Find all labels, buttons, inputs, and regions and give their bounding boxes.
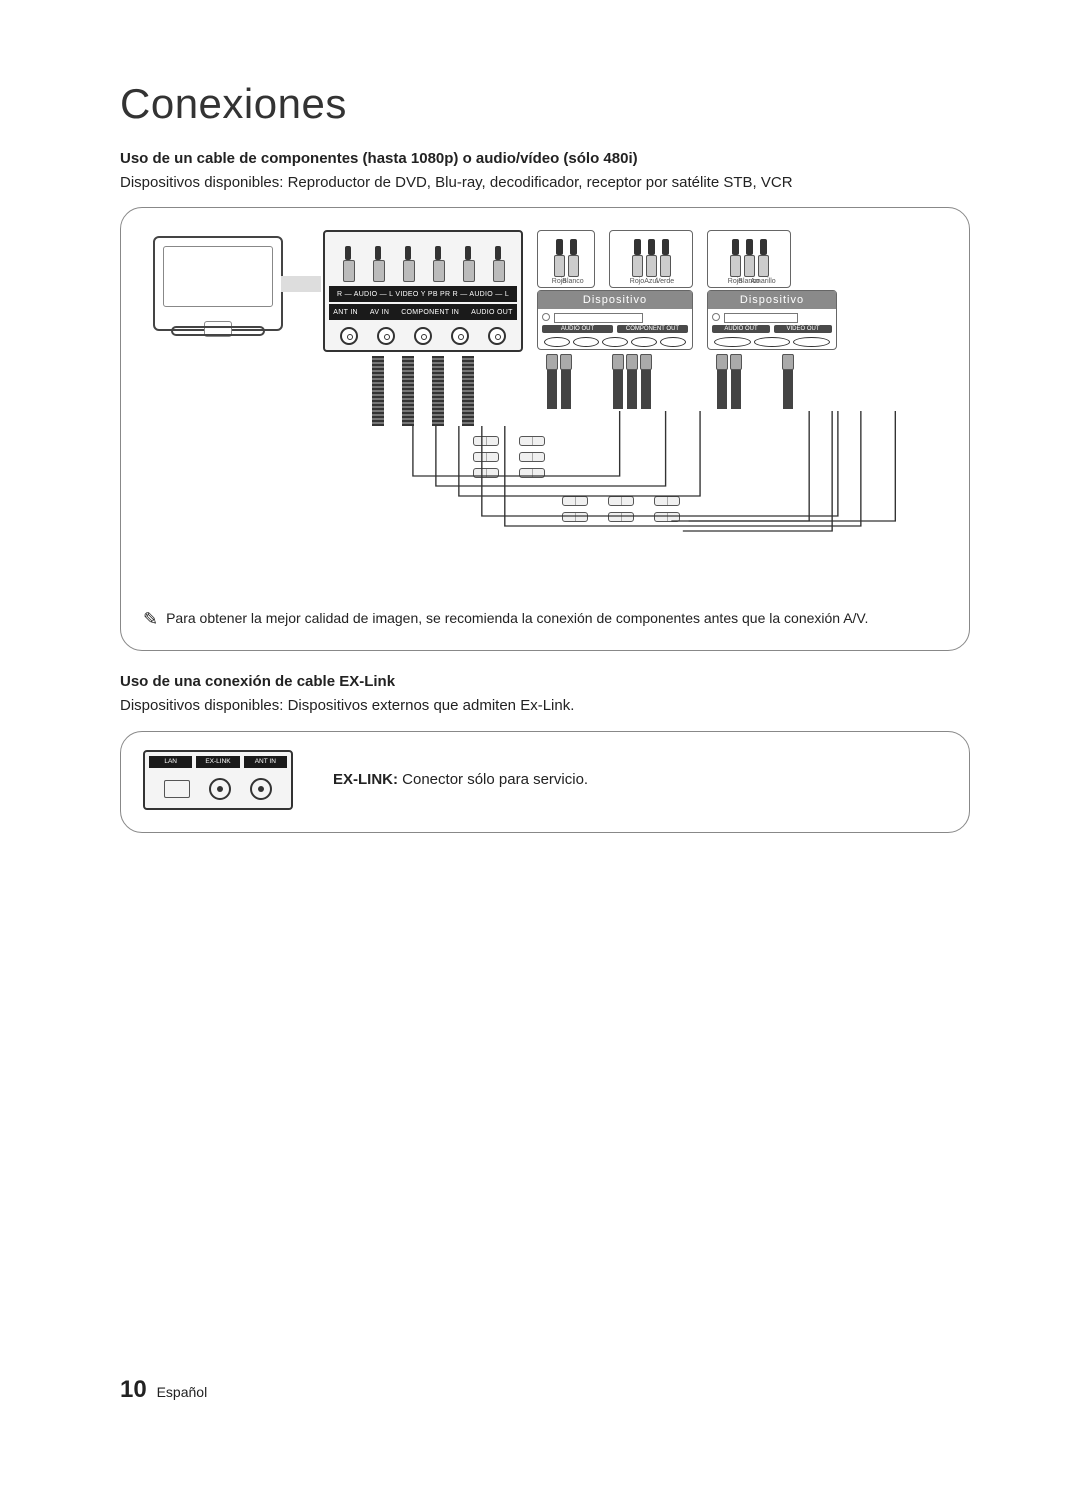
section2-devices-line: Dispositivos disponibles: Dispositivos e… (120, 696, 970, 716)
device-label: Dispositivo (708, 291, 836, 309)
exlink-desc-text: Conector sólo para servicio. (398, 771, 588, 788)
exlink-port-label: LAN (149, 756, 192, 768)
plug-icon (402, 246, 414, 282)
cable-group-component: Rojo Azul Verde (609, 230, 693, 288)
tv-front-icon (153, 236, 283, 331)
rca-jack-icon (488, 327, 506, 345)
tv-callout-icon (281, 276, 321, 292)
section1-devices-line: Dispositivos disponibles: Reproductor de… (120, 173, 970, 193)
device-port-label: AUDIO OUT (712, 325, 770, 333)
port-label-row2: ANT IN AV IN COMPONENT IN AUDIO OUT (329, 304, 517, 320)
plug-icon (432, 246, 444, 282)
rca-jack-icon (414, 327, 432, 345)
diagram-note-text: Para obtener la mejor calidad de imagen,… (166, 610, 868, 626)
exlink-port-label: ANT IN (244, 756, 287, 768)
page-footer: 10 Español (120, 1376, 207, 1404)
page-number: 10 (120, 1376, 147, 1403)
label-component-in: COMPONENT IN (398, 309, 462, 316)
external-device-av: Dispositivo AUDIO OUT VIDEO OUT (707, 290, 837, 350)
exlink-panel: LAN EX-LINK ANT IN EX-LINK: Conector sól… (120, 731, 970, 833)
device-port-label: VIDEO OUT (774, 325, 832, 333)
page-title: Conexiones (120, 80, 970, 128)
connection-diagram-panel: R — AUDIO — L VIDEO Y PB PR R — AUDIO — … (120, 207, 970, 651)
exlink-description: EX-LINK: Conector sólo para servicio. (333, 771, 588, 788)
rca-jack-icon (377, 327, 395, 345)
diagram-note: ✎ Para obtener la mejor calidad de image… (143, 610, 947, 628)
section2-heading: Uso de una conexión de cable EX-Link (120, 673, 970, 690)
connection-diagram: R — AUDIO — L VIDEO Y PB PR R — AUDIO — … (143, 226, 947, 596)
cable-run-icon (717, 354, 741, 409)
cable-run-icon (613, 354, 651, 409)
section1-heading: Uso de un cable de componentes (hasta 10… (120, 150, 970, 167)
device-port-label: AUDIO OUT (542, 325, 613, 333)
cable-color-label: Verde (656, 278, 674, 285)
rca-jack-icon (451, 327, 469, 345)
cable-coupler-group (473, 436, 545, 478)
cable-run-icon (363, 356, 483, 426)
cable-color-label: Blanco (562, 278, 583, 285)
label-audio-out: AUDIO OUT (468, 309, 516, 316)
tv-stand-icon (171, 326, 265, 336)
ant-in-port-icon (250, 778, 272, 800)
label-ant-in: ANT IN (330, 309, 361, 316)
label-av-in: AV IN (367, 309, 392, 316)
cable-group-audio: Rojo Blanco (537, 230, 595, 288)
plug-icon (462, 246, 474, 282)
cable-run-icon (547, 354, 571, 409)
exlink-port-label: EX-LINK (196, 756, 239, 768)
exlink-port-block: LAN EX-LINK ANT IN (143, 750, 293, 810)
plug-icon (372, 246, 384, 282)
cable-coupler-group (541, 496, 701, 522)
plug-icon (492, 246, 504, 282)
cable-group-av: Rojo Blanco Amarillo (707, 230, 791, 288)
device-port-label: COMPONENT OUT (617, 325, 688, 333)
tv-back-port-block: R — AUDIO — L VIDEO Y PB PR R — AUDIO — … (323, 230, 523, 352)
port-label-row1: R — AUDIO — L VIDEO Y PB PR R — AUDIO — … (329, 286, 517, 302)
plug-icon (342, 246, 354, 282)
page-language: Español (157, 1384, 208, 1400)
exlink-desc-label: EX-LINK: (333, 771, 398, 788)
cable-run-icon (783, 354, 793, 409)
cable-color-label: Rojo (630, 278, 644, 285)
lan-port-icon (164, 780, 190, 798)
external-device-component: Dispositivo AUDIO OUT COMPONENT OUT (537, 290, 693, 350)
rca-jack-icon (340, 327, 358, 345)
device-label: Dispositivo (538, 291, 692, 309)
cable-color-label: Amarillo (750, 278, 775, 285)
note-icon: ✎ (143, 610, 158, 628)
exlink-port-icon (209, 778, 231, 800)
